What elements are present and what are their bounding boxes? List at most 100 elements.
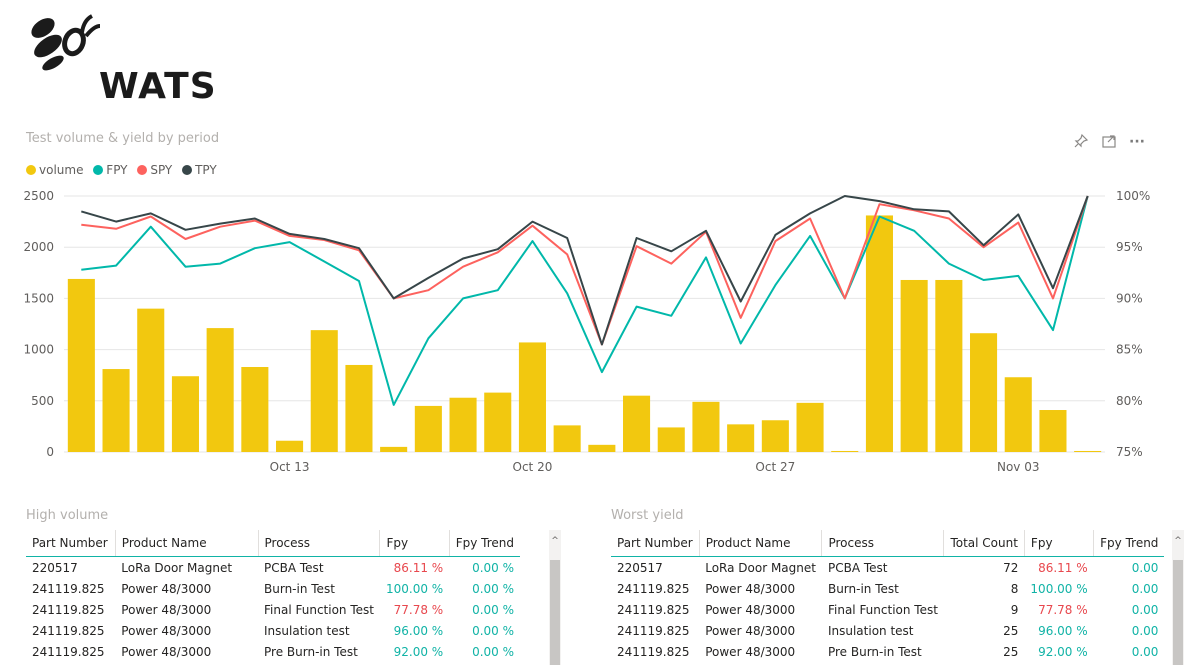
volume-bar [518, 342, 546, 452]
volume-bar [449, 397, 477, 452]
table-cell: 241119.825 [617, 644, 690, 659]
table-header-row: Part Number Product Name Process Total C… [611, 530, 1165, 557]
y-right-tick-label: 75% [1116, 445, 1143, 459]
table-cell: Power 48/3000 [705, 644, 796, 659]
table-cell: 77.78 % [393, 602, 444, 617]
scroll-up-icon[interactable]: ^ [1174, 536, 1182, 546]
scroll-up-icon[interactable]: ^ [551, 536, 559, 546]
col-process[interactable]: Process [821, 530, 945, 557]
table-cell: Burn-in Test [264, 581, 335, 596]
legend-label-tpy: TPY [195, 163, 217, 177]
volume-bar [935, 279, 963, 452]
table-cell: LoRa Door Magnet [705, 560, 816, 575]
table-cell: 100.00 % [385, 581, 444, 596]
spy-line [81, 195, 1089, 346]
col-part-number[interactable]: Part Number [26, 530, 116, 557]
volume-bar [1039, 410, 1067, 452]
table-cell: 86.11 % [1038, 560, 1088, 575]
col-part-number[interactable]: Part Number [611, 530, 700, 557]
legend-item-fpy[interactable]: FPY [93, 162, 128, 178]
col-product-name[interactable]: Product Name [699, 530, 823, 557]
table-cell: 241119.825 [32, 623, 105, 638]
col-fpy-trend[interactable]: Fpy Trend [449, 530, 520, 557]
table-cell: Pre Burn-in Test [264, 644, 358, 659]
legend-item-spy[interactable]: SPY [137, 162, 172, 178]
table-cell: Pre Burn-in Test [827, 644, 922, 659]
legend-dot-volume [26, 165, 36, 175]
table-cell: 0.00 % [472, 560, 514, 575]
volume-bar [692, 401, 720, 452]
col-fpy[interactable]: Fpy [379, 530, 450, 557]
table-cell: 86.11 % [393, 560, 444, 575]
col-fpy-trend[interactable]: Fpy Trend [1093, 530, 1165, 557]
table-cell: Power 48/3000 [121, 623, 212, 638]
legend-item-tpy[interactable]: TPY [182, 162, 217, 178]
scroll-thumb[interactable] [550, 560, 560, 665]
x-tick-label: Oct 27 [755, 460, 795, 474]
table-cell: 92.00 % [393, 644, 444, 659]
volume-bar [831, 450, 859, 452]
table-cell: 0.00 [1131, 581, 1159, 596]
x-tick-label: Nov 03 [997, 460, 1040, 474]
table-cell: LoRa Door Magnet [121, 560, 233, 575]
table-cell: 0.00 [1131, 602, 1159, 617]
col-product-name[interactable]: Product Name [115, 530, 259, 557]
table-cell: 9 [1010, 602, 1019, 617]
table-cell: 0.00 % [472, 581, 514, 596]
table-cell: Insulation test [264, 623, 350, 638]
table-cell: 96.00 % [1038, 623, 1088, 638]
y-left-tick-label: 500 [31, 394, 54, 408]
table-cell: 241119.825 [32, 644, 105, 659]
y-left-tick-label: 2500 [23, 189, 54, 203]
y-left-tick-label: 1500 [23, 291, 54, 305]
table-cell: 0.00 [1131, 623, 1159, 638]
y-left-tick-label: 1000 [23, 343, 54, 357]
col-process[interactable]: Process [258, 530, 381, 557]
scroll-thumb[interactable] [1173, 560, 1183, 665]
bee-logo-icon [31, 14, 101, 71]
col-fpy[interactable]: Fpy [1024, 530, 1095, 557]
volume-bar [414, 405, 442, 452]
volume-bar [623, 395, 651, 452]
table-cell: 8 [1010, 581, 1019, 596]
table-cell: 0.00 % [472, 623, 514, 638]
worst-yield-title: Worst yield [611, 508, 684, 523]
table-cell: Power 48/3000 [705, 602, 796, 617]
focus-mode-icon[interactable] [1100, 133, 1118, 151]
volume-bar [137, 308, 165, 452]
chart-legend: volume FPY SPY TPY [26, 162, 223, 178]
table-header-row: Part Number Product Name Process Fpy Fpy… [26, 530, 520, 557]
table-cell: 77.78 % [1038, 602, 1088, 617]
volume-bar [900, 279, 928, 452]
tpy-line [81, 195, 1089, 346]
table-cell: PCBA Test [827, 560, 888, 575]
y-right-tick-label: 85% [1116, 343, 1143, 357]
volume-bar [727, 424, 755, 452]
logo-text: WATS [99, 66, 217, 107]
col-total-count[interactable]: Total Count [943, 530, 1025, 557]
table-cell: Power 48/3000 [121, 581, 212, 596]
wats-logo: WATS [24, 10, 216, 107]
legend-item-volume[interactable]: volume [26, 162, 83, 178]
volume-bar [67, 278, 95, 452]
table-cell: 241119.825 [617, 623, 690, 638]
table-cell: Burn-in Test [827, 581, 899, 596]
table-cell: PCBA Test [264, 560, 324, 575]
table-cell: 220517 [32, 560, 78, 575]
table-cell: 25 [1003, 623, 1019, 638]
high-volume-table: Part Number Product Name Process Fpy Fpy… [26, 530, 520, 662]
table-cell: 241119.825 [32, 581, 105, 596]
volume-bar [206, 328, 234, 452]
volume-bar [484, 392, 512, 452]
worst-yield-scrollbar[interactable]: ^ [1172, 530, 1184, 665]
volume-bar [241, 367, 269, 452]
legend-label-volume: volume [39, 163, 84, 177]
more-options-icon[interactable]: ··· [1129, 134, 1145, 150]
table-cell: 100.00 % [1030, 581, 1088, 596]
high-volume-scrollbar[interactable]: ^ [549, 530, 561, 665]
y-left-tick-label: 2000 [23, 240, 54, 254]
y-left-tick-label: 0 [46, 445, 54, 459]
volume-bar [553, 425, 581, 452]
volume-bar [1074, 450, 1102, 452]
pin-icon[interactable] [1072, 133, 1090, 151]
